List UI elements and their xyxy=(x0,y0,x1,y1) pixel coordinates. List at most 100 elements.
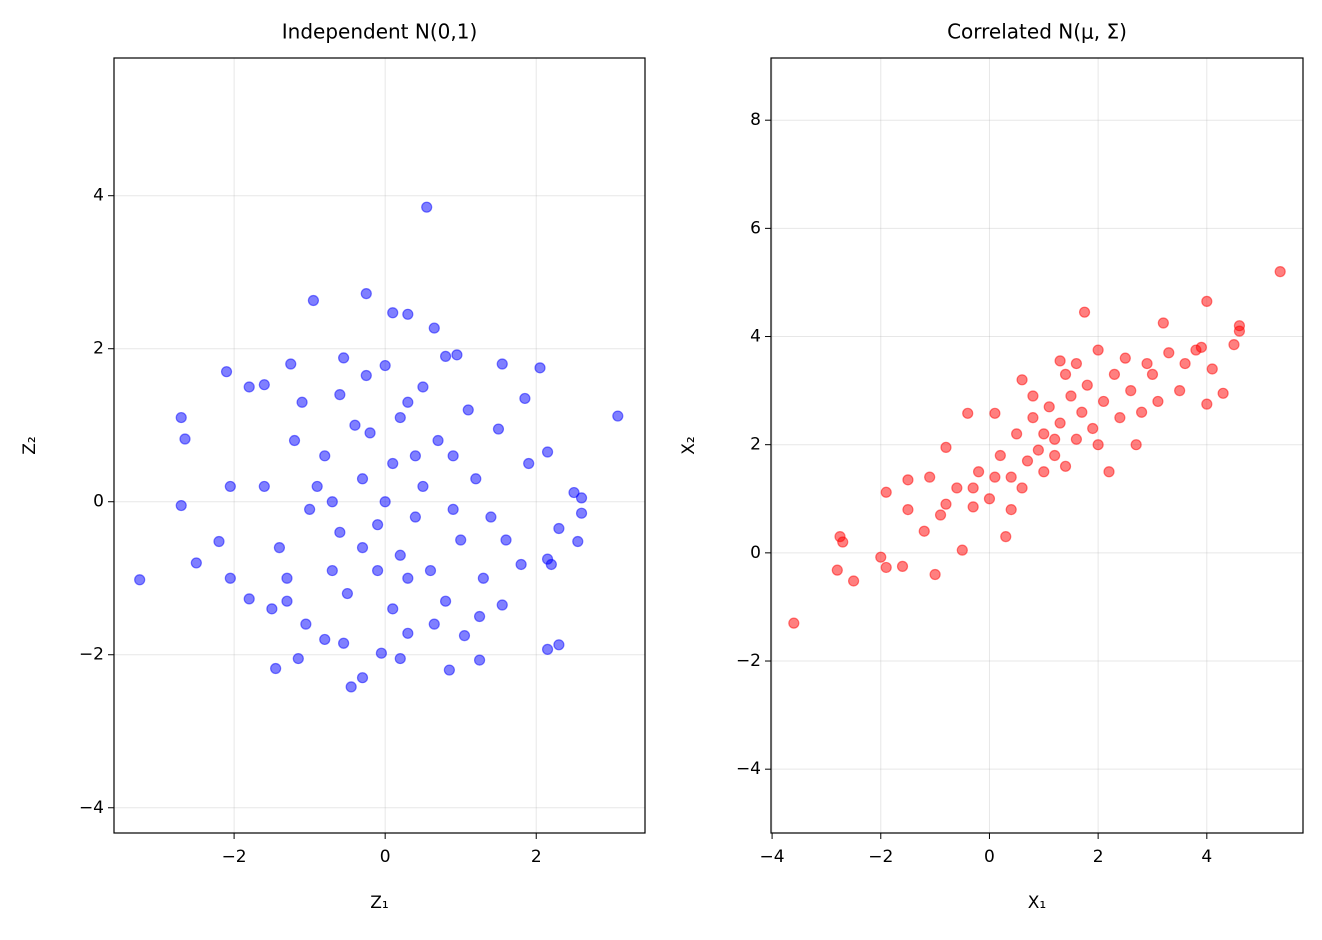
point xyxy=(1130,439,1142,451)
point xyxy=(175,411,187,424)
point xyxy=(1043,401,1055,413)
point xyxy=(270,662,282,675)
point xyxy=(473,610,486,623)
point xyxy=(1070,357,1082,370)
y-tick-label: 4 xyxy=(750,327,761,347)
point xyxy=(334,526,346,538)
point xyxy=(402,396,414,408)
point xyxy=(1011,428,1023,440)
point xyxy=(394,411,406,424)
x-tick-label: 4 xyxy=(1201,847,1212,867)
point xyxy=(929,568,941,581)
point xyxy=(485,511,497,523)
point xyxy=(341,587,353,600)
point xyxy=(179,433,191,445)
point xyxy=(568,486,580,499)
point xyxy=(612,410,624,422)
point xyxy=(307,294,320,307)
point xyxy=(402,308,414,320)
point xyxy=(379,496,391,508)
point xyxy=(1233,325,1246,337)
plot-frame xyxy=(770,57,1304,834)
point xyxy=(1179,357,1191,370)
x-tick-label: −4 xyxy=(760,847,785,867)
point xyxy=(896,560,909,572)
point xyxy=(880,561,892,574)
point xyxy=(940,498,952,510)
point xyxy=(831,564,843,576)
point xyxy=(360,288,372,300)
point xyxy=(473,654,486,666)
point xyxy=(1005,503,1017,516)
point xyxy=(311,480,323,493)
point xyxy=(1032,444,1044,456)
point xyxy=(387,603,399,615)
point xyxy=(940,441,952,453)
point xyxy=(300,618,312,630)
point xyxy=(134,574,146,586)
x-tick-label: 2 xyxy=(1093,847,1104,867)
chart-title: Correlated N(μ, Σ) xyxy=(947,20,1127,44)
point xyxy=(428,618,440,630)
point xyxy=(1163,347,1175,359)
point xyxy=(1054,417,1066,429)
point xyxy=(409,450,421,462)
point xyxy=(424,564,437,577)
point xyxy=(1000,531,1012,543)
point xyxy=(983,493,996,505)
point xyxy=(402,627,414,639)
point xyxy=(375,647,387,659)
point xyxy=(1076,406,1088,418)
point xyxy=(258,480,270,493)
point xyxy=(443,664,455,676)
point xyxy=(356,542,369,554)
point xyxy=(1070,433,1082,445)
point xyxy=(220,366,233,378)
point xyxy=(447,450,459,462)
point xyxy=(175,499,187,512)
point xyxy=(326,496,338,508)
y-axis-label: Z₂ xyxy=(20,436,40,454)
point xyxy=(243,381,255,393)
point xyxy=(1201,398,1213,410)
point xyxy=(519,392,531,405)
point xyxy=(1108,368,1121,380)
point xyxy=(500,534,512,546)
y-tick-label: 8 xyxy=(750,110,761,130)
x-tick-label: −2 xyxy=(222,847,247,867)
point xyxy=(190,557,202,569)
point xyxy=(1027,390,1039,402)
point xyxy=(1136,406,1148,418)
point xyxy=(1016,374,1028,386)
x-axis-label: X₁ xyxy=(1028,893,1046,913)
point xyxy=(1027,412,1039,424)
point xyxy=(1217,387,1229,399)
y-axis-label: X₂ xyxy=(679,436,699,454)
y-tick-label: 4 xyxy=(93,186,104,206)
y-tick-label: 0 xyxy=(750,543,761,563)
point xyxy=(319,633,331,646)
point xyxy=(1049,433,1061,445)
point xyxy=(575,507,588,519)
point xyxy=(788,617,800,629)
point xyxy=(1065,390,1077,402)
point xyxy=(1092,439,1104,451)
y-tick-label: −2 xyxy=(736,651,761,671)
point xyxy=(319,450,331,462)
point xyxy=(1059,460,1072,472)
point xyxy=(880,486,892,498)
point xyxy=(458,630,471,642)
point xyxy=(553,522,565,535)
point xyxy=(417,480,429,493)
x-tick-label: 0 xyxy=(380,847,391,867)
point xyxy=(553,639,565,651)
point xyxy=(1103,466,1115,478)
point xyxy=(1152,395,1164,408)
point xyxy=(273,542,286,554)
point xyxy=(402,572,414,584)
point xyxy=(364,427,376,439)
point xyxy=(956,544,968,556)
point xyxy=(428,322,440,334)
chart-title: Independent N(0,1) xyxy=(282,20,478,44)
